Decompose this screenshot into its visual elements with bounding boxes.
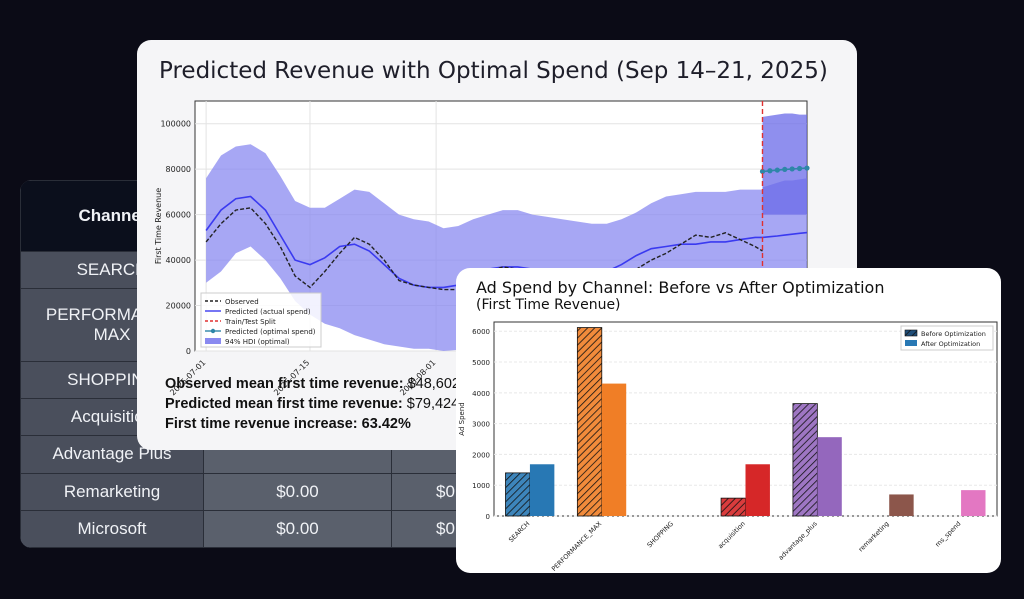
x-tick-label: ms_spend (934, 520, 963, 549)
predicted-actual-test-line (762, 231, 808, 239)
table-cell-channel: Remarketing (20, 472, 204, 511)
legend-label: Predicted (optimal spend) (225, 328, 316, 336)
y-tick-label: 100000 (160, 120, 191, 129)
ad-spend-chart-title: Ad Spend by Channel: Before vs After Opt… (476, 278, 885, 297)
y-tick-label: 80000 (166, 165, 191, 174)
x-tick-label: remarketing (857, 520, 891, 554)
optimal-point (767, 168, 773, 174)
y-tick-label: 6000 (472, 328, 490, 336)
hdi-band-optimal (762, 113, 807, 215)
table-row: Remarketing $0.00 $0 (20, 472, 500, 511)
bar-after (601, 383, 627, 516)
legend-label: After Optimization (921, 340, 980, 348)
y-tick-label: 20000 (166, 302, 191, 311)
y-axis-label: First Time Revenue (154, 188, 163, 264)
predicted-mean-line: Predicted mean first time revenue: $79,4… (165, 396, 459, 412)
bar-after (817, 437, 842, 516)
revenue-chart-title: Predicted Revenue with Optimal Spend (Se… (159, 58, 828, 84)
ad-spend-chart-subtitle: (First Time Revenue) (476, 297, 621, 313)
legend-label: Observed (225, 298, 259, 306)
legend-label: Predicted (actual spend) (225, 308, 311, 316)
legend-label: 94% HDI (optimal) (225, 338, 290, 346)
legend-label: Before Optimization (921, 330, 986, 338)
revenue-increase-line: First time revenue increase: 63.42% (165, 416, 411, 432)
y-axis-label: Ad Spend (458, 402, 466, 435)
legend-swatch-after (905, 340, 917, 346)
optimal-point (796, 165, 803, 172)
table-row: Microsoft $0.00 $0 (20, 509, 500, 548)
x-tick-label: SEARCH (507, 520, 531, 544)
bar-before-hatch (792, 403, 818, 517)
observed-mean-value: $48,602 (407, 376, 460, 392)
optimal-point (789, 166, 795, 172)
bar-before-hatch (576, 327, 603, 517)
optimal-point (782, 166, 788, 173)
bar-after (889, 494, 914, 516)
revenue-increase-label: First time revenue increase: (165, 416, 358, 432)
y-tick-label: 60000 (166, 211, 191, 220)
revenue-increase-value: 63.42% (361, 416, 411, 432)
legend-swatch (205, 338, 221, 344)
y-tick-label: 0 (486, 513, 490, 521)
x-tick-label: advantage_plus (777, 519, 819, 561)
bar-before-hatch (720, 497, 746, 517)
legend-label: Train/Test Split (224, 318, 276, 326)
y-tick-label: 5000 (472, 359, 490, 367)
x-tick-label: PERFORMANCE_MAX (550, 519, 604, 573)
optimal-point (759, 168, 766, 175)
observed-mean-line: Observed mean first time revenue: $48,60… (165, 376, 460, 392)
optimal-point (804, 165, 810, 171)
bar-after (961, 490, 986, 516)
y-tick-label: 0 (186, 347, 191, 356)
observed-mean-label: Observed mean first time revenue: (165, 376, 404, 392)
x-tick-label: SHOPPING (646, 520, 676, 550)
y-tick-label: 1000 (472, 482, 490, 490)
ad-spend-chart-card: 0 1000 2000 3000 4000 5000 6000 Ad Spend SEARCH P… (456, 268, 1001, 573)
ad-spend-chart: 0 1000 2000 3000 4000 5000 6000 Ad Spend SEARCH P… (458, 321, 998, 573)
y-tick-label: 4000 (472, 390, 490, 398)
x-tick-label: acquisition (716, 520, 747, 551)
bar-after (745, 464, 770, 516)
bar-before-hatch (505, 472, 531, 517)
y-tick-label: 2000 (472, 451, 490, 459)
optimal-point (774, 167, 780, 173)
table-cell-channel: Microsoft (20, 509, 204, 548)
bar-after (529, 464, 555, 516)
legend-swatch-before-hatch (904, 329, 918, 337)
table-cell-value: $0.00 (203, 509, 392, 548)
y-tick-label: 3000 (472, 421, 490, 429)
predicted-mean-label: Predicted mean first time revenue: (165, 396, 403, 412)
predicted-mean-value: $79,424 (406, 396, 460, 412)
y-tick-label: 40000 (166, 256, 191, 265)
table-cell-value: $0.00 (203, 472, 392, 511)
legend-swatch-marker (210, 328, 216, 334)
